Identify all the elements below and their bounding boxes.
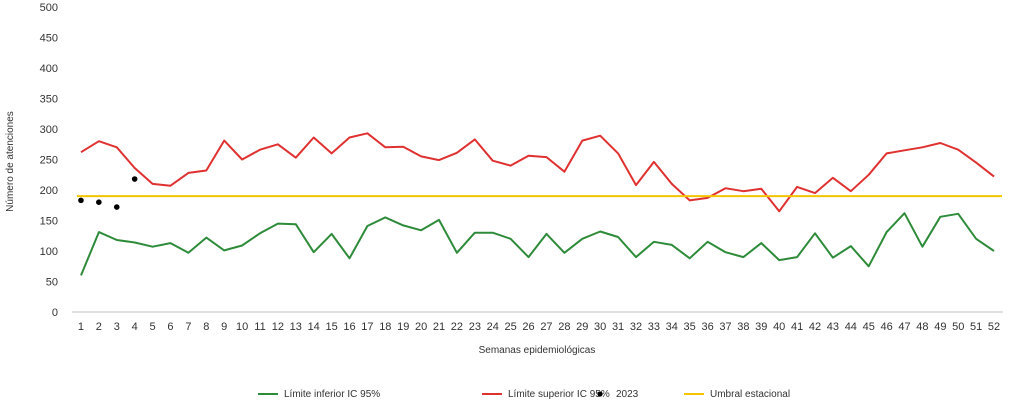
x-tick-label: 38 [737, 321, 749, 333]
x-tick-label: 28 [558, 321, 570, 333]
y-tick-label: 50 [46, 277, 58, 289]
x-tick-label: 11 [254, 321, 265, 333]
x-tick-label: 15 [325, 321, 337, 333]
y-tick-label: 400 [40, 63, 58, 75]
x-tick-label: 44 [845, 321, 857, 333]
scatter-point [131, 176, 138, 182]
x-tick-label: 5 [150, 321, 156, 333]
scatter-point [78, 197, 84, 204]
x-tick-label: 20 [415, 321, 427, 333]
x-tick-label: 30 [594, 321, 606, 333]
x-tick-label: 48 [916, 321, 928, 333]
x-tick-label: 7 [185, 321, 191, 333]
legend-label: Umbral estacional [710, 389, 790, 400]
x-tick-label: 9 [221, 321, 227, 333]
series-line-0 [80, 212, 995, 276]
x-tick-label: 8 [203, 321, 209, 333]
x-tick-label: 16 [343, 321, 355, 333]
scatter-point [96, 199, 102, 205]
x-axis-ticks: 1 2 3 4 5 6 7 8 9 10 11 12 13 14 15 16 17 18 19 20 21 22 23 24 2… [78, 321, 1000, 333]
x-tick-label: 39 [755, 321, 767, 333]
legend-label: 2023 [616, 389, 639, 400]
legend-marker [597, 391, 603, 397]
x-tick-label: 52 [988, 321, 1000, 333]
scatter-point [113, 204, 120, 210]
x-tick-label: 10 [236, 321, 248, 333]
x-tick-label: 40 [773, 321, 785, 333]
x-tick-label: 43 [827, 321, 839, 333]
y-tick-label: 100 [40, 246, 58, 258]
x-tick-label: 34 [666, 321, 678, 333]
x-tick-label: 6 [167, 321, 173, 333]
x-tick-label: 41 [791, 321, 803, 333]
legend-label: Límite superior IC 95% [508, 389, 610, 400]
x-tick-label: 31 [612, 321, 624, 333]
series-layer [76, 132, 1002, 276]
x-tick-label: 19 [397, 321, 409, 333]
x-tick-label: 21 [433, 321, 445, 333]
x-tick-label: 12 [272, 321, 284, 333]
x-tick-label: 4 [132, 321, 138, 333]
x-axis-label: Semanas epidemiológicas [479, 345, 596, 356]
y-tick-label: 300 [40, 124, 58, 136]
x-tick-label: 35 [684, 321, 696, 333]
x-tick-label: 23 [469, 321, 481, 333]
x-tick-label: 33 [648, 321, 660, 333]
x-tick-label: 32 [630, 321, 642, 333]
legend-label: Límite inferior IC 95% [284, 389, 380, 400]
y-tick-label: 150 [40, 216, 58, 228]
x-tick-label: 42 [809, 321, 821, 333]
x-tick-label: 37 [719, 321, 731, 333]
x-tick-label: 24 [487, 321, 499, 333]
x-tick-label: 25 [505, 321, 517, 333]
y-tick-label: 500 [40, 2, 58, 14]
x-tick-label: 17 [361, 321, 373, 333]
y-axis-label: Número de atenciones [5, 111, 16, 212]
x-tick-label: 26 [522, 321, 534, 333]
y-tick-label: 200 [40, 185, 58, 197]
y-tick-label: 450 [40, 33, 58, 45]
x-tick-label: 50 [952, 321, 964, 333]
series-line-1 [80, 132, 995, 213]
x-tick-label: 14 [308, 321, 320, 333]
x-tick-label: 46 [881, 321, 893, 333]
x-tick-label: 3 [114, 321, 120, 333]
y-tick-label: 0 [52, 307, 58, 319]
x-tick-label: 2 [96, 321, 102, 333]
legend: Límite inferior IC 95% Límite superior IC… [258, 389, 790, 400]
y-axis-ticks: 0 50 100 150 200 250 300 350 400 450 500 [40, 2, 58, 319]
x-tick-label: 22 [451, 321, 463, 333]
x-tick-label: 45 [863, 321, 875, 333]
x-tick-label: 18 [379, 321, 391, 333]
x-tick-label: 27 [540, 321, 552, 333]
y-tick-label: 350 [40, 94, 58, 106]
x-tick-label: 29 [576, 321, 588, 333]
x-tick-label: 47 [898, 321, 910, 333]
x-tick-label: 13 [290, 321, 302, 333]
x-tick-label: 49 [934, 321, 946, 333]
x-tick-label: 51 [970, 321, 982, 333]
x-tick-label: 1 [78, 321, 84, 333]
y-tick-label: 250 [40, 155, 58, 167]
x-tick-label: 36 [701, 321, 713, 333]
